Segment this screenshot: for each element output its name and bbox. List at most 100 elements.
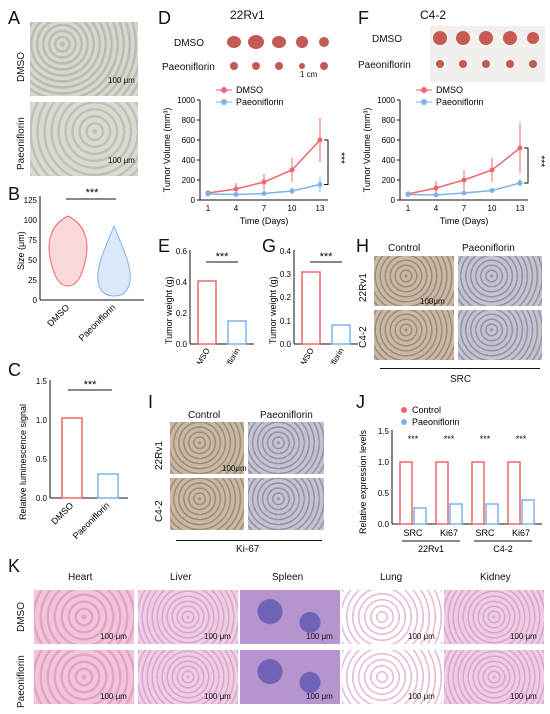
b-violin-paeoniflorin [97,224,131,297]
panel-k-col-lung: Lung [380,572,403,583]
panel-g-bar-chart: 0.0 0.1 0.2 0.3 0.4 *** Tumor weight (g)… [268,247,358,365]
x-axis-label: Time (Days) [440,216,489,226]
significance-bracket [524,147,529,184]
data-point [517,180,523,186]
j-bar-src-22rv1-control [399,461,413,525]
panel-b-violin-plot: 0 25 50 75 100 125 *** Size (μm) DMSO Pa… [16,187,144,343]
j-bar-ki67-22rv1-paeoniflorin [449,503,463,525]
panel-k-col-spleen: Spleen [272,572,304,583]
panel-label-a: A [8,8,21,28]
panel-a-scale-dmso: 100 μm [108,76,135,85]
data-point [261,179,267,185]
y-tick-label: 0 [391,196,396,205]
panel-i-scale: 100μm [222,464,247,473]
panel-k-scale-5: 100 μm [510,632,537,641]
x-tick-label: 10 [288,204,297,213]
g-xlabel-dmso: DMSO [296,347,316,365]
panel-k-scale-8: 100 μm [306,692,333,701]
panel-a-image-paeoniflorin [30,102,138,176]
panel-k-col-heart: Heart [68,572,93,583]
j-tick-3: 1.5 [378,427,390,436]
data-point [433,185,439,191]
c-tick-0: 0.0 [36,494,48,503]
j-sig-3: *** [480,434,491,444]
panel-i-row-c42: C4-2 [154,500,165,522]
y-axis-label: Tumor Volume (mm³) [362,108,372,193]
significance-label: *** [335,152,346,164]
panel-k-row-paeoniflorin: Paeoniflorin [16,655,27,708]
panel-k-scale-4: 100 μm [408,632,435,641]
panel-label-c: C [8,360,21,380]
x-tick-label: 4 [234,204,239,213]
data-point [261,191,267,196]
y-tick-label: 200 [382,176,396,185]
panel-i-caption: Ki-67 [236,544,260,555]
j-ylabel: Relative expression levels [358,429,368,534]
panel-k-scale-9: 100 μm [408,692,435,701]
data-point [461,190,467,196]
panel-f-line-chart: 0 200 400 600 800 1000 1 4 7 10 13 Time (Days) Tumor… [362,85,546,226]
panel-label-f: F [358,8,369,28]
y-tick-label: 1000 [177,96,195,105]
panel-c-bar-chart: 0.0 0.5 1.0 1.5 *** Relative luminescenc… [18,377,128,541]
panel-f-row-paeoniflorin: Paeoniflorin [358,60,411,71]
c-bar-paeoniflorin [97,473,119,499]
g-tick-2: 0.2 [280,293,292,302]
panel-i-image-c42-control [170,478,244,530]
y-tick-label: 600 [382,136,396,145]
b-xlabel-paeoniflorin: Paeoniflorin [77,302,118,343]
panel-k-scale-1: 100 μm [100,632,127,641]
j-legend-paeoniflorin: Paeoniflorin [412,417,460,427]
x-axis-label: Time (Days) [240,216,289,226]
panel-k-image-spleen-paeoniflorin [240,650,340,704]
j-bar-ki67-22rv1-control [435,461,449,525]
panel-k-image-lung-paeoniflorin [342,650,442,704]
x-tick-label: 10 [488,204,497,213]
data-point [461,177,467,183]
panel-i-image-22rv1-control [170,422,244,474]
j-sig-2: *** [444,434,455,444]
j-bar-ki67-c42-paeoniflorin [521,499,535,525]
panel-i-col-paeoniflorin: Paeoniflorin [260,410,313,421]
b-violin-dmso [48,215,88,287]
j-group-c42: C4-2 [493,544,513,554]
panel-k-scale-10: 100 μm [510,692,537,701]
b-xlabel-dmso: DMSO [45,302,71,328]
panel-k-scale-7: 100 μm [204,692,231,701]
c-tick-1: 0.5 [36,455,48,464]
panel-i-image-22rv1-paeoniflorin [248,422,324,474]
data-point [289,188,295,194]
g-bar-dmso [301,271,321,345]
legend-label-dmso: DMSO [236,85,263,95]
e-xlabel-paeoniflorin: Paeoniflorin [213,347,242,365]
x-tick-label: 13 [316,204,325,213]
panel-label-j: J [356,392,365,412]
j-tick-1: 0.5 [378,489,390,498]
x-tick-label: 1 [206,204,211,213]
panel-k-scale-6: 100 μm [100,692,127,701]
c-tick-2: 1.0 [36,416,48,425]
g-tick-1: 0.1 [280,317,292,326]
j-sig-4: *** [516,434,527,444]
data-point [289,167,295,173]
panel-a-row-dmso: DMSO [16,52,27,82]
panel-f-tumor-photo [430,26,545,82]
panel-k-image-kidney-paeoniflorin [444,650,544,704]
j-bar-ki67-c42-control [507,461,521,525]
panel-label-i: I [148,392,154,412]
panel-h-row-c42: C4-2 [358,326,369,348]
panel-h-caption-line [380,368,540,369]
b-significance: *** [86,187,100,199]
x-tick-label: 7 [262,204,267,213]
panel-a-image-dmso [30,22,138,96]
panel-k-scale-2: 100 μm [204,632,231,641]
significance-bracket [324,139,329,185]
b-ylabel: Size (μm) [16,231,26,270]
x-tick-label: 1 [406,204,411,213]
b-tick-5: 125 [24,196,38,205]
c-significance: *** [84,379,98,391]
j-legend-control: Control [412,405,441,415]
panel-h-image-c42-control [374,310,454,360]
data-point [489,167,495,173]
x-tick-label: 13 [516,204,525,213]
